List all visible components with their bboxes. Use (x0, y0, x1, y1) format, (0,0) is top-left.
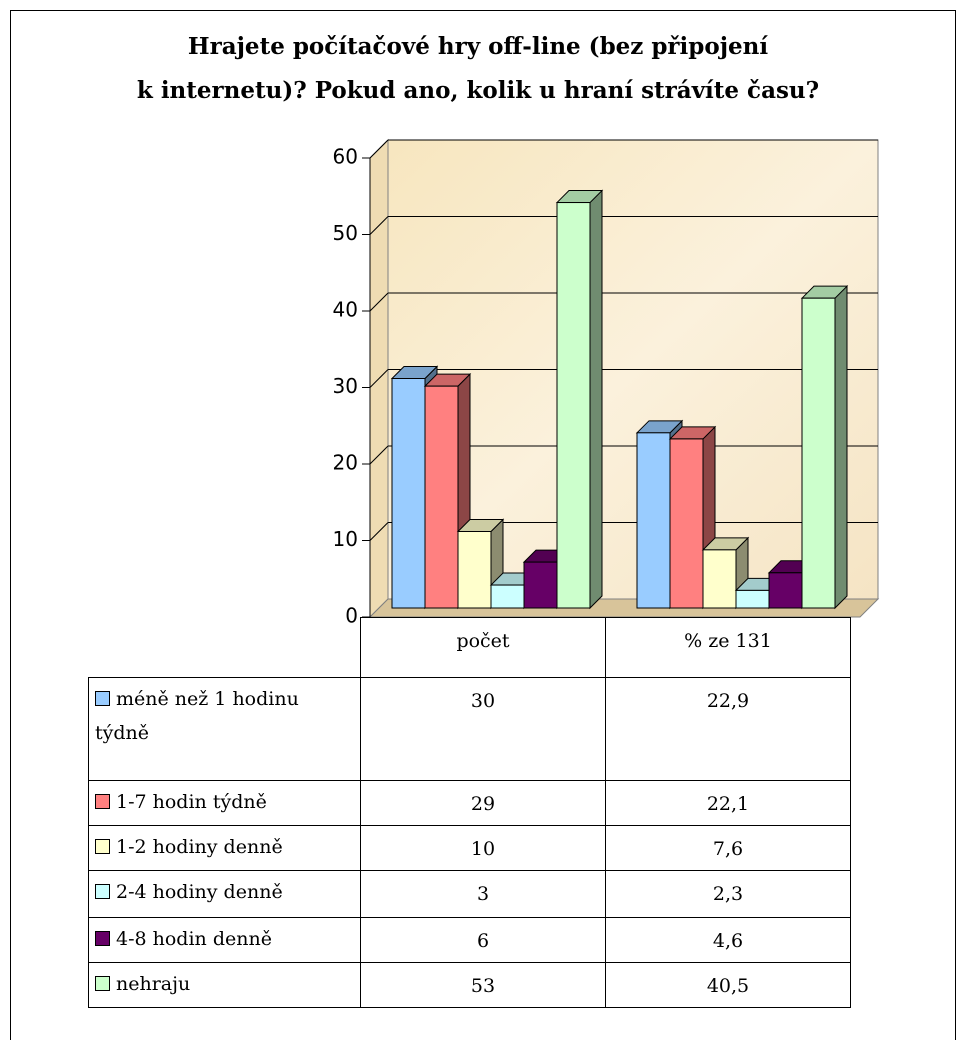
legend-label: 2-4 hodiny denně (116, 881, 283, 903)
value-cell: 7,6 (605, 825, 851, 871)
legend-key (95, 884, 110, 899)
grid-line (369, 139, 389, 159)
legend-key (95, 691, 110, 706)
legend-cell: 1-7 hodin týdně (88, 780, 361, 826)
value-cell: 29 (360, 780, 606, 826)
table-row: 4-8 hodin denně 6 4,6 (88, 917, 851, 963)
table-row: 2-4 hodiny denně 3 2,3 (88, 870, 851, 918)
value-cell: 10 (360, 825, 606, 871)
value-cell: 4,6 (605, 917, 851, 963)
header-row: počet % ze 131 (88, 617, 851, 678)
y-tick-label: 30 (333, 374, 358, 398)
value-cell: 3 (360, 870, 606, 918)
y-tick-label: 50 (333, 221, 358, 245)
table-row: méně než 1 hodinu týdně 30 22,9 (88, 677, 851, 781)
legend-key (95, 931, 110, 946)
legend-cell: nehraju (88, 962, 361, 1008)
y-tick-label: 40 (333, 298, 358, 322)
legend-key (95, 839, 110, 854)
grid-line (369, 445, 389, 465)
bar (768, 572, 803, 609)
bar (669, 438, 704, 609)
value-cell: 22,1 (605, 780, 851, 826)
chart-title: k internetu)? Pokud ano, kolik u hraní s… (137, 77, 819, 104)
header-cell: % ze 131 (605, 617, 851, 678)
value-cell: 22,9 (605, 677, 851, 781)
bar (457, 531, 492, 609)
legend-cell: méně než 1 hodinu týdně (88, 677, 361, 781)
grid-line (369, 216, 389, 235)
legend-cell: 2-4 hodiny denně (88, 870, 361, 918)
value-cell: 53 (360, 962, 606, 1008)
y-tick-label: 10 (333, 527, 358, 551)
legend-label: méně než 1 hodinu týdně (95, 688, 299, 744)
legend-key (95, 794, 110, 809)
frame (10, 10, 956, 1040)
table-row: 1-7 hodin týdně 29 22,1 (88, 780, 851, 826)
value-cell: 6 (360, 917, 606, 963)
legend-label: 4-8 hodin denně (116, 928, 272, 950)
value-cell: 2,3 (605, 870, 851, 918)
table-row: 1-2 hodiny denně 10 7,6 (88, 825, 851, 871)
bar (391, 378, 426, 609)
value-cell: 30 (360, 677, 606, 781)
legend-cell: 4-8 hodin denně (88, 917, 361, 963)
table-row: nehraju 53 40,5 (88, 962, 851, 1008)
grid-line (369, 522, 389, 541)
legend-cell: 1-2 hodiny denně (88, 825, 361, 871)
bar-side (834, 284, 848, 610)
legend-label: 1-7 hodin týdně (116, 791, 267, 813)
bar (636, 432, 671, 609)
header-cell: počet (360, 617, 606, 678)
chart-title: Hrajete počítačové hry off-line (bez při… (188, 33, 769, 60)
bar (556, 202, 591, 609)
legend-label: nehraju (116, 973, 191, 995)
data-table: počet % ze 131 méně než 1 hodinu týdně 30… (88, 617, 851, 1008)
bar (801, 297, 836, 609)
grid-line (369, 369, 389, 388)
bar-side (589, 189, 603, 610)
legend-label: 1-2 hodiny denně (116, 836, 283, 858)
y-tick-label: 60 (333, 145, 358, 169)
bar (424, 385, 459, 609)
grid-line (369, 292, 389, 312)
bar (523, 561, 558, 609)
legend-key (95, 976, 110, 991)
bar (735, 589, 770, 609)
y-tick-label: 20 (333, 451, 358, 475)
corner-cell (88, 617, 361, 678)
bar (702, 549, 737, 609)
value-cell: 40,5 (605, 962, 851, 1008)
bar (490, 584, 525, 609)
